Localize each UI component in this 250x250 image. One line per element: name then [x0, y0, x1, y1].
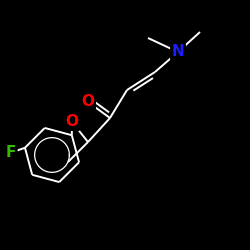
Text: N: N [172, 44, 184, 60]
Text: F: F [6, 145, 16, 160]
Text: O: O [66, 114, 78, 130]
Text: O: O [82, 94, 94, 110]
